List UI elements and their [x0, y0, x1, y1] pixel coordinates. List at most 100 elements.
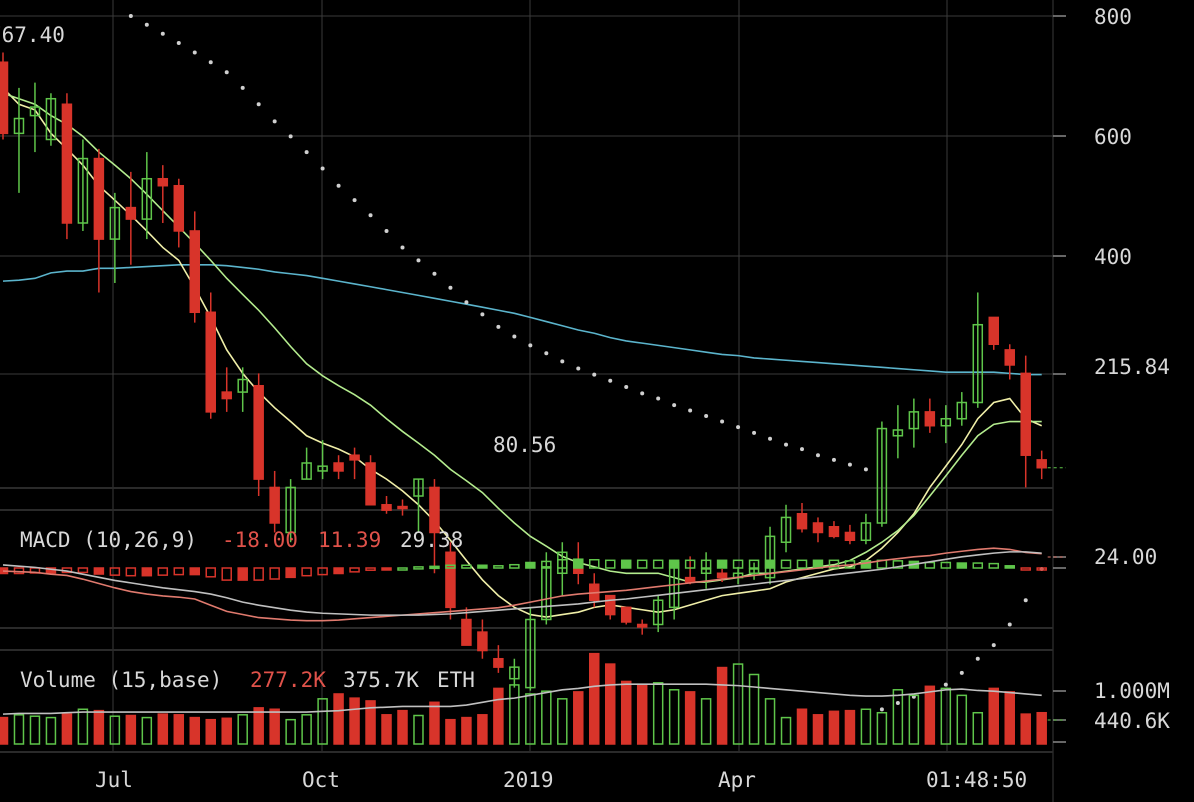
sar-dot [592, 372, 597, 377]
sar-dot [368, 213, 373, 218]
high-annotation: 767.40 [0, 23, 65, 47]
volume-bar [13, 714, 25, 745]
candle-body [828, 526, 840, 538]
macd-histogram-bar [780, 559, 792, 569]
volume-bar [636, 684, 648, 745]
sar-dot [656, 396, 661, 401]
volume-bar [205, 718, 216, 745]
candle-body [844, 531, 856, 542]
sar-dot [528, 343, 533, 348]
volume-bar [413, 714, 424, 745]
sar-dot [224, 70, 229, 75]
candle-body [253, 384, 264, 480]
macd-histogram-bar [972, 562, 984, 569]
volume-bar [988, 687, 1000, 745]
sar-dot [1023, 598, 1028, 603]
macd-histogram-bar [77, 567, 89, 574]
macd-histogram-bar [461, 564, 472, 569]
macd-histogram-bar [748, 559, 760, 569]
macd-histogram-bar [13, 567, 25, 575]
candle-body [429, 486, 440, 534]
volume-bar [269, 708, 280, 745]
volume-bar [924, 685, 936, 745]
volume-bar [301, 714, 312, 745]
volume-bar [940, 687, 952, 745]
sar-dot [943, 682, 948, 687]
macd-histogram-bar [604, 559, 616, 569]
volume-bar [45, 716, 57, 745]
candle-body [860, 522, 872, 542]
volume-bar [477, 714, 488, 745]
volume-bar [221, 717, 232, 745]
macd-histogram-bar [732, 559, 744, 569]
volume-bar [620, 680, 632, 745]
sar-dot [208, 60, 213, 65]
macd-histogram-bar [589, 559, 600, 569]
volume-legend-value-1: 277.2K [250, 668, 326, 692]
candle-body [1036, 459, 1047, 469]
macd-histogram-bar [173, 567, 185, 576]
candle-body [764, 535, 776, 579]
macd-histogram-bar [924, 561, 936, 569]
volume-bar [125, 714, 137, 745]
volume-axis-tick-1m: 1.000M [1094, 679, 1170, 703]
volume-bar [317, 698, 328, 745]
sar-dot [576, 366, 581, 371]
candle-body [541, 566, 552, 621]
macd-histogram-bar [429, 565, 440, 570]
sar-dot [512, 334, 517, 339]
candle-body [445, 551, 456, 609]
price-axis-tick-400: 400 [1094, 245, 1132, 269]
volume-bar [557, 698, 568, 745]
macd-histogram-bar [381, 567, 392, 571]
macd-histogram-bar [668, 559, 680, 569]
sar-dot [640, 391, 645, 396]
macd-line-signal [2, 551, 1042, 616]
last-price-label: 215.84 [1094, 355, 1170, 379]
candle-body [700, 568, 712, 575]
macd-histogram-bar [205, 567, 216, 578]
x-axis-tick-oct: Oct [302, 768, 340, 792]
macd-histogram-bar [1020, 567, 1031, 571]
sar-dot [752, 430, 757, 435]
sar-dot [720, 419, 725, 424]
volume-bar [333, 693, 344, 745]
volume-bar [684, 691, 696, 745]
volume-bar [525, 693, 536, 745]
sar-dot [672, 403, 677, 408]
macd-histogram-bar [109, 567, 121, 576]
sar-dot [688, 408, 693, 413]
sar-dot [847, 462, 852, 467]
volume-bar [509, 684, 520, 745]
candle-body [684, 576, 696, 583]
volume-bar [780, 716, 792, 745]
volume-bar [812, 714, 824, 745]
volume-bar [732, 663, 744, 745]
candle-body [397, 505, 408, 510]
candle-body [604, 594, 616, 616]
candle-body [301, 462, 312, 480]
macd-histogram-bar [445, 564, 456, 569]
sar-dot [608, 378, 613, 383]
volume-bar [1004, 691, 1015, 745]
candle-body [956, 401, 968, 420]
macd-histogram-bar [988, 562, 1000, 569]
candle-body [716, 572, 728, 579]
sar-dot [879, 707, 884, 712]
sar-dot [800, 447, 804, 452]
volume-bar [828, 710, 840, 745]
macd-histogram-bar [684, 559, 696, 569]
volume-bar [764, 698, 776, 745]
candle-body [1004, 349, 1015, 366]
volume-bar [844, 709, 856, 745]
candle-body [493, 657, 504, 668]
macd-histogram-bar [237, 567, 248, 581]
candle-body [13, 117, 25, 135]
volume-title: Volume (15,base) [20, 668, 223, 692]
candle-body [221, 391, 232, 400]
candle-body [61, 103, 73, 224]
sar-dot [336, 183, 341, 188]
candle-body [205, 311, 216, 413]
macd-histogram-bar [301, 567, 312, 577]
